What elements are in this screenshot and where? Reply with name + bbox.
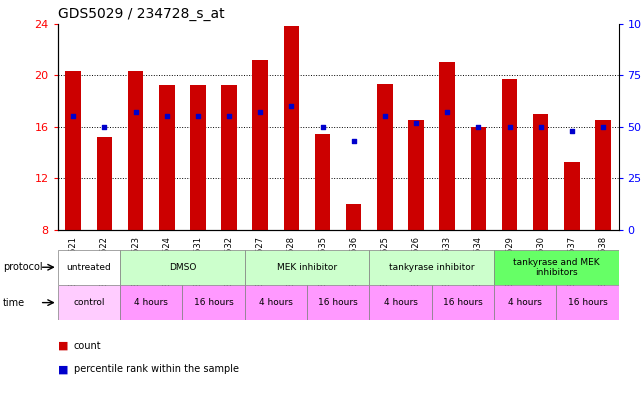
Point [567, 128, 577, 134]
Text: 16 hours: 16 hours [443, 298, 483, 307]
Point [68, 113, 78, 119]
Point [411, 119, 421, 126]
Bar [494, 285, 556, 320]
Text: control: control [73, 298, 104, 307]
Bar [58, 250, 120, 285]
Point [162, 113, 172, 119]
Point [131, 109, 141, 116]
Text: tankyrase inhibitor: tankyrase inhibitor [389, 263, 474, 272]
Text: tankyrase and MEK
inhibitors: tankyrase and MEK inhibitors [513, 257, 599, 277]
Text: time: time [3, 298, 26, 308]
Text: DMSO: DMSO [169, 263, 196, 272]
Text: 16 hours: 16 hours [567, 298, 607, 307]
Bar [128, 71, 144, 230]
Bar [556, 285, 619, 320]
Text: count: count [74, 341, 101, 351]
Point [598, 123, 608, 130]
Bar [595, 120, 611, 230]
Bar [97, 137, 112, 230]
Point [535, 123, 545, 130]
Text: untreated: untreated [67, 263, 112, 272]
Point [255, 109, 265, 116]
Point [442, 109, 453, 116]
Bar [159, 86, 174, 230]
Point [99, 123, 110, 130]
Bar [58, 285, 120, 320]
Bar [253, 60, 268, 230]
Text: ■: ■ [58, 364, 68, 375]
Point [317, 123, 328, 130]
Bar [283, 26, 299, 230]
Bar [502, 79, 517, 230]
Bar [245, 285, 307, 320]
Text: 16 hours: 16 hours [194, 298, 233, 307]
Text: percentile rank within the sample: percentile rank within the sample [74, 364, 238, 375]
Bar [564, 162, 579, 230]
Bar [439, 62, 455, 230]
Text: GDS5029 / 234728_s_at: GDS5029 / 234728_s_at [58, 7, 224, 21]
Bar [408, 120, 424, 230]
Text: 4 hours: 4 hours [259, 298, 293, 307]
Bar [346, 204, 362, 230]
Bar [307, 285, 369, 320]
Bar [494, 250, 619, 285]
Point [224, 113, 234, 119]
Text: 4 hours: 4 hours [383, 298, 417, 307]
Bar [120, 250, 245, 285]
Text: ■: ■ [58, 341, 68, 351]
Bar [65, 71, 81, 230]
Bar [431, 285, 494, 320]
Bar [315, 134, 330, 230]
Point [473, 123, 483, 130]
Point [193, 113, 203, 119]
Text: 16 hours: 16 hours [318, 298, 358, 307]
Bar [369, 285, 431, 320]
Text: MEK inhibitor: MEK inhibitor [277, 263, 337, 272]
Point [287, 103, 297, 109]
Bar [533, 114, 549, 230]
Bar [182, 285, 245, 320]
Bar [377, 84, 393, 230]
Bar [245, 250, 369, 285]
Point [504, 123, 515, 130]
Text: 4 hours: 4 hours [508, 298, 542, 307]
Bar [470, 127, 486, 230]
Bar [369, 250, 494, 285]
Bar [190, 86, 206, 230]
Bar [120, 285, 182, 320]
Point [379, 113, 390, 119]
Bar [221, 86, 237, 230]
Text: protocol: protocol [3, 262, 43, 272]
Text: 4 hours: 4 hours [134, 298, 168, 307]
Point [349, 138, 359, 144]
